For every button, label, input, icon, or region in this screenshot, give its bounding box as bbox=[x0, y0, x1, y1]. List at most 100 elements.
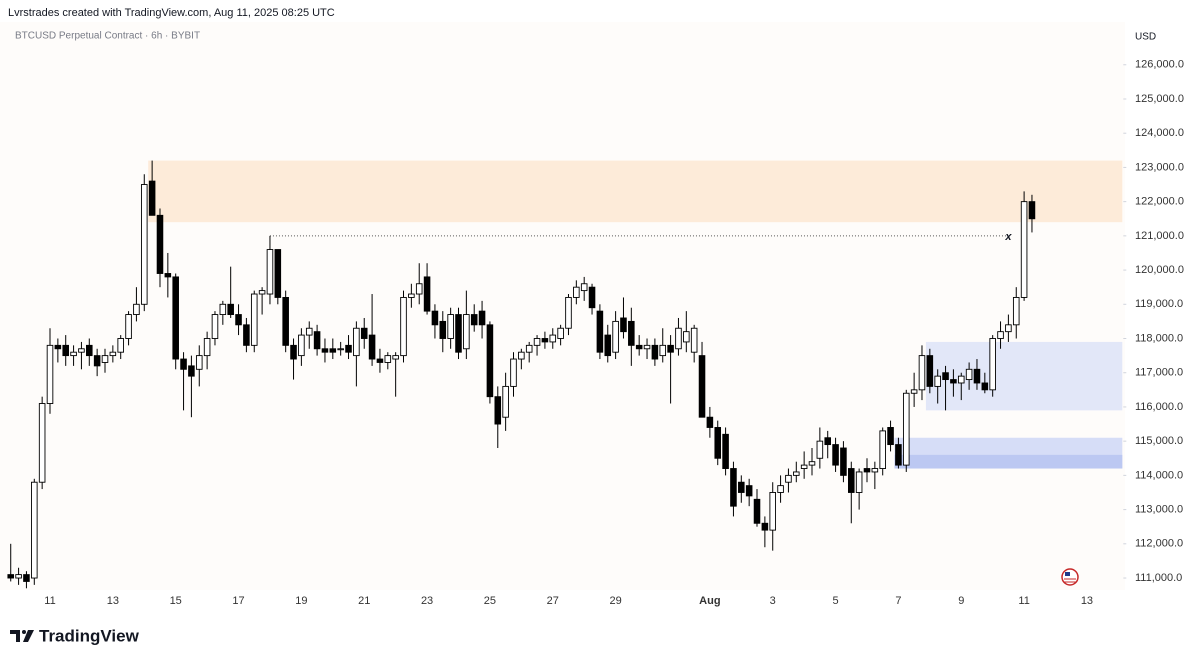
candle-body bbox=[463, 314, 470, 350]
candle-body bbox=[203, 338, 211, 357]
candle-body bbox=[439, 320, 447, 339]
candle-body bbox=[486, 324, 494, 398]
y-tick-label: 115,000.0 bbox=[1135, 435, 1183, 447]
candle-body bbox=[164, 273, 172, 278]
candle-body bbox=[62, 344, 69, 357]
candle-body bbox=[981, 382, 989, 391]
y-tick-label: 112,000.0 bbox=[1135, 538, 1183, 550]
y-tick-label: 125,000.0 bbox=[1135, 93, 1184, 105]
candle-body bbox=[989, 338, 996, 391]
candle-body bbox=[518, 351, 525, 360]
candle-body bbox=[580, 283, 588, 292]
candle-body bbox=[282, 296, 289, 346]
candle-body bbox=[683, 331, 690, 343]
candle-body bbox=[965, 368, 973, 381]
plot-area bbox=[0, 22, 1125, 590]
candle-body bbox=[133, 303, 140, 316]
candle-body bbox=[156, 214, 164, 274]
x-tick-label: 5 bbox=[833, 595, 839, 607]
candle-body bbox=[360, 327, 368, 339]
candle-body bbox=[15, 574, 22, 579]
candle-body bbox=[266, 249, 274, 295]
candle-body bbox=[345, 344, 352, 353]
candle-body bbox=[997, 331, 1004, 339]
candle-body bbox=[109, 351, 117, 357]
candle-body bbox=[1028, 201, 1036, 220]
candle-body bbox=[816, 440, 824, 459]
candle-body bbox=[321, 348, 329, 353]
candle-body bbox=[258, 290, 266, 295]
y-tick-label: 126,000.0 bbox=[1135, 59, 1184, 71]
candle-body bbox=[478, 310, 486, 326]
candle-body bbox=[730, 468, 737, 507]
x-tick-label: 27 bbox=[547, 595, 559, 607]
candle-body bbox=[1020, 201, 1028, 298]
candle-body bbox=[195, 355, 203, 370]
candle-body bbox=[887, 427, 894, 446]
y-tick-label: 111,000.0 bbox=[1135, 572, 1182, 584]
candle-body bbox=[219, 303, 227, 316]
candle-body bbox=[950, 379, 957, 384]
candle-body bbox=[879, 430, 886, 469]
candle-body bbox=[305, 327, 313, 336]
candle-body bbox=[620, 317, 627, 333]
candle-body bbox=[738, 481, 745, 493]
zone bbox=[894, 454, 1123, 469]
candle-body bbox=[871, 468, 879, 473]
candle-body bbox=[667, 344, 674, 353]
x-tick-label: 9 bbox=[958, 595, 964, 607]
y-tick-label: 120,000.0 bbox=[1135, 264, 1184, 276]
candle-body bbox=[470, 314, 478, 326]
y-tick-label: 117,000.0 bbox=[1135, 367, 1183, 379]
candle-body bbox=[541, 338, 549, 343]
candle-body bbox=[612, 320, 619, 353]
candle-body bbox=[298, 334, 305, 357]
candle-body bbox=[400, 296, 407, 357]
chart-subtitle: BTCUSD Perpetual Contract · 6h · BYBIT bbox=[15, 31, 200, 42]
y-tick-label: 121,000.0 bbox=[1135, 230, 1184, 242]
candle-body bbox=[211, 314, 219, 339]
candle-body bbox=[824, 437, 831, 446]
candle-body bbox=[706, 416, 714, 428]
y-tick-label: 124,000.0 bbox=[1135, 127, 1184, 139]
candle-body bbox=[698, 355, 706, 418]
candle-body bbox=[651, 344, 659, 360]
flag-icon bbox=[1061, 568, 1079, 586]
candle-body bbox=[573, 286, 580, 298]
x-tick-label: 3 bbox=[770, 595, 776, 607]
candle-body bbox=[93, 355, 101, 367]
candle-body bbox=[793, 471, 800, 476]
candle-body bbox=[753, 498, 761, 524]
candle-body bbox=[447, 314, 454, 339]
y-axis-label: USD bbox=[1135, 32, 1156, 43]
candle-body bbox=[549, 334, 557, 343]
candle-body bbox=[101, 355, 109, 363]
candle-body bbox=[235, 314, 242, 326]
x-tick-label: 23 bbox=[421, 595, 433, 607]
candle-body bbox=[188, 365, 195, 377]
x-tick-label: Aug bbox=[699, 595, 720, 607]
x-tick-label: 11 bbox=[44, 595, 55, 607]
candle-body bbox=[745, 485, 753, 497]
candle-body bbox=[329, 348, 337, 353]
candle-body bbox=[250, 293, 258, 346]
candle-body bbox=[337, 348, 344, 351]
watermark: TradingView bbox=[39, 626, 140, 645]
candle-body bbox=[565, 296, 572, 329]
candle-body bbox=[54, 344, 62, 350]
candle-body bbox=[494, 396, 502, 425]
candle-body bbox=[78, 348, 85, 353]
candle-body bbox=[376, 358, 384, 363]
candle-body bbox=[423, 276, 431, 312]
logo-icon bbox=[10, 630, 34, 642]
candle-body bbox=[243, 324, 250, 346]
candle-body bbox=[384, 355, 392, 363]
x-tick-label: 13 bbox=[1081, 595, 1093, 607]
candle-body bbox=[895, 444, 902, 466]
candle-body bbox=[70, 351, 77, 357]
candle-body bbox=[1005, 324, 1012, 333]
candle-body bbox=[313, 331, 321, 350]
candle-body bbox=[800, 464, 808, 469]
candle-body bbox=[148, 180, 156, 216]
candle-body bbox=[808, 461, 816, 466]
